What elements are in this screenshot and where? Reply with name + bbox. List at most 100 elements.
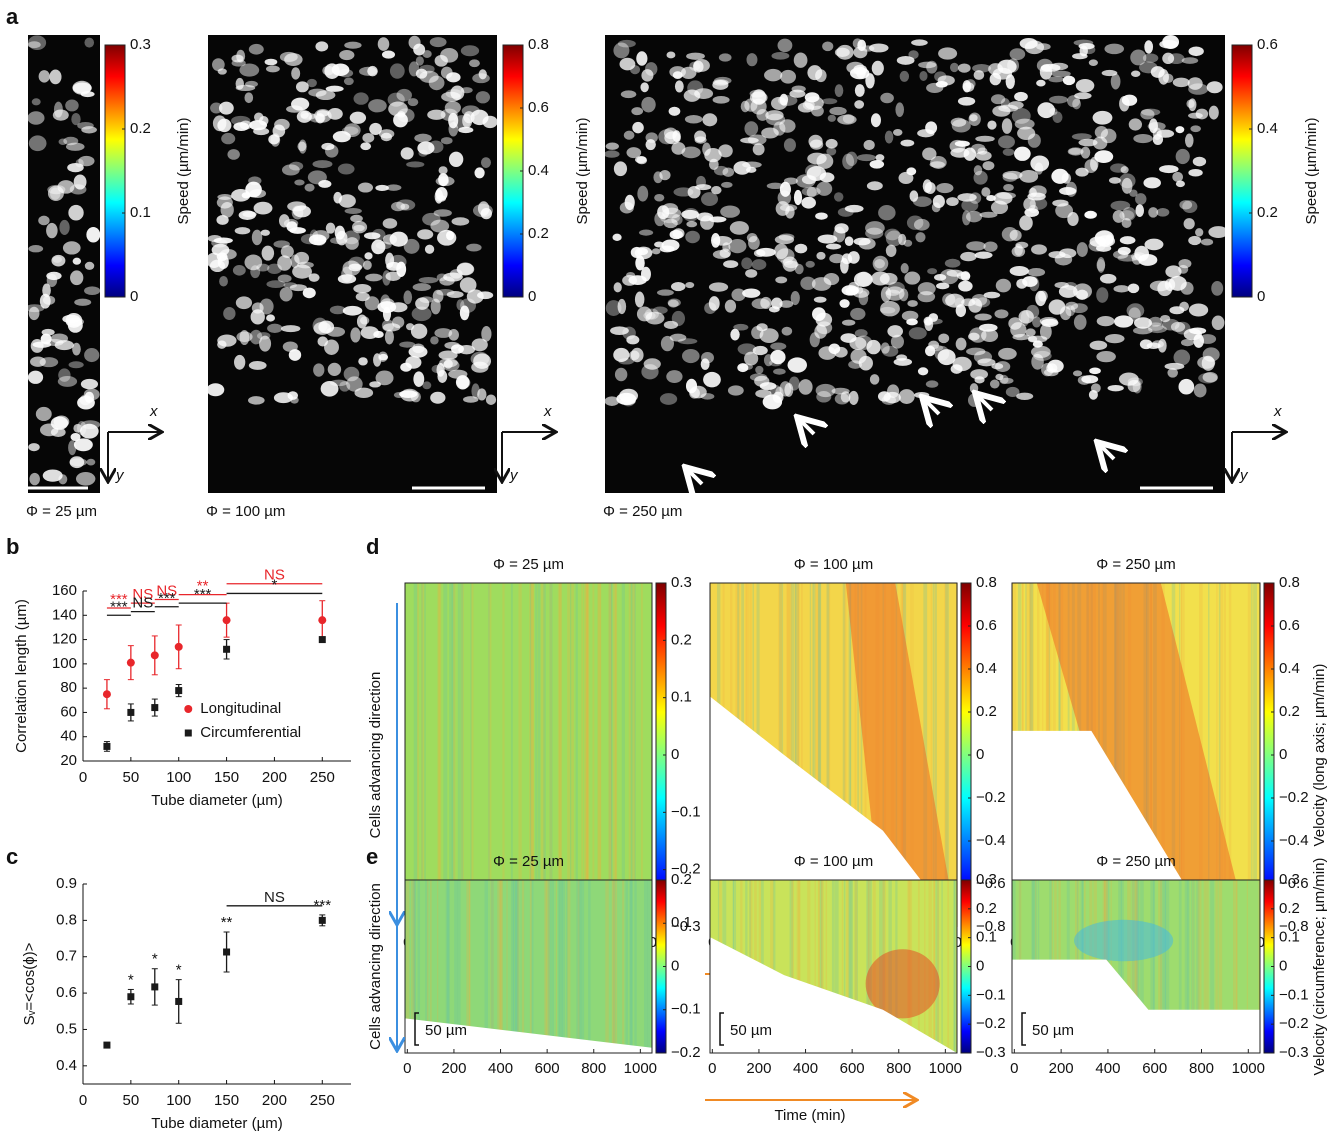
nucleus xyxy=(702,113,718,127)
nucleus xyxy=(671,310,685,327)
colorbar-tick-label: 0.3 xyxy=(130,36,151,53)
nucleus xyxy=(1140,109,1155,120)
nucleus xyxy=(244,92,254,104)
nucleus xyxy=(337,274,357,284)
nucleus xyxy=(1119,236,1136,245)
colorbar-tick-label: 0 xyxy=(1257,288,1265,305)
heatmap-streak xyxy=(801,583,803,927)
nucleus xyxy=(389,63,405,79)
nucleus xyxy=(458,345,476,355)
nucleus xyxy=(419,296,434,303)
nucleus xyxy=(385,271,401,282)
nucleus xyxy=(1016,278,1028,289)
colorbar-tick-label: 0.8 xyxy=(976,574,997,591)
nucleus xyxy=(779,93,789,106)
significance-label: * xyxy=(176,962,182,979)
heatmap-streak xyxy=(506,880,508,1053)
nucleus xyxy=(885,244,897,257)
heatmap-streak xyxy=(807,880,811,1053)
x-tick-label: 100 xyxy=(166,769,191,786)
heatmap-streak xyxy=(613,583,616,927)
nucleus xyxy=(1195,108,1209,120)
x-axis-label: Tube diameter (µm) xyxy=(151,792,282,809)
colorbar-tick-label: −0.3 xyxy=(1279,1044,1309,1061)
nucleus xyxy=(865,73,875,89)
nucleus xyxy=(660,335,674,352)
nucleus xyxy=(400,362,412,372)
nucleus xyxy=(329,379,348,387)
nucleus xyxy=(312,160,333,169)
colorbar-tick-label: 0.6 xyxy=(976,617,997,634)
nucleus xyxy=(79,423,99,439)
nucleus xyxy=(797,102,815,113)
nucleus xyxy=(77,121,94,130)
nucleus xyxy=(1090,383,1101,393)
heatmap-streak xyxy=(517,880,520,1053)
heatmap-streak xyxy=(545,880,547,1053)
nucleus xyxy=(365,273,383,282)
heatmap-streak xyxy=(846,880,849,1053)
nucleus xyxy=(1147,322,1164,331)
heatmap-streak xyxy=(937,880,940,1053)
nucleus xyxy=(711,186,722,195)
point xyxy=(223,948,231,956)
heatmap-streak xyxy=(1218,583,1221,927)
nucleus xyxy=(1031,244,1047,255)
heatmap-streak xyxy=(1135,880,1139,1053)
nucleus xyxy=(353,224,365,232)
scale-bar-label: 50 µm xyxy=(730,1022,772,1039)
heatmap-streak xyxy=(586,583,590,927)
nucleus xyxy=(1009,48,1026,61)
nucleus xyxy=(779,381,792,397)
nucleus xyxy=(259,335,272,352)
heatmap-streak xyxy=(854,583,857,927)
heatmap-streak xyxy=(424,583,426,927)
x-tick-label: 100 xyxy=(166,1092,191,1109)
nucleus xyxy=(721,181,733,188)
nucleus xyxy=(84,286,101,296)
point xyxy=(151,704,159,712)
nucleus xyxy=(387,92,405,107)
nucleus xyxy=(326,326,346,337)
heatmap-streak xyxy=(953,880,956,1053)
nucleus xyxy=(968,297,983,313)
nucleus xyxy=(663,127,678,140)
nucleus xyxy=(1162,52,1175,65)
nucleus xyxy=(1067,212,1079,226)
nucleus xyxy=(466,243,482,252)
nucleus xyxy=(433,209,452,217)
nucleus xyxy=(821,98,838,105)
nucleus xyxy=(1096,351,1116,363)
nucleus xyxy=(1082,45,1096,55)
nucleus xyxy=(989,379,1000,389)
heatmap-streak xyxy=(605,880,609,1053)
nucleus xyxy=(880,92,894,104)
nucleus xyxy=(855,335,873,350)
nucleus xyxy=(28,306,40,321)
nucleus xyxy=(898,389,915,404)
heatmap-streak xyxy=(941,880,943,1053)
nucleus xyxy=(998,347,1017,360)
nucleus xyxy=(459,305,470,321)
heatmap-streak xyxy=(597,583,602,927)
nucleus xyxy=(1039,323,1052,340)
colorbar-tick-label: −0.2 xyxy=(976,1015,1006,1032)
nucleus xyxy=(1049,95,1068,104)
nucleus xyxy=(380,298,395,311)
nucleus xyxy=(635,255,645,271)
heatmap-streak xyxy=(405,880,410,1053)
heatmap-cold-region xyxy=(1074,919,1174,962)
nucleus xyxy=(801,196,816,209)
significance-label: ** xyxy=(221,914,233,931)
nucleus xyxy=(294,179,305,186)
nucleus xyxy=(908,50,919,60)
nucleus xyxy=(610,326,629,336)
heatmap-streak xyxy=(819,880,823,1053)
nucleus xyxy=(249,329,263,345)
heatmap-streak xyxy=(834,880,839,1053)
nucleus xyxy=(1107,384,1124,392)
nucleus xyxy=(223,307,236,320)
nucleus xyxy=(414,133,432,143)
significance-label: ** xyxy=(197,578,209,595)
nucleus xyxy=(284,53,303,66)
